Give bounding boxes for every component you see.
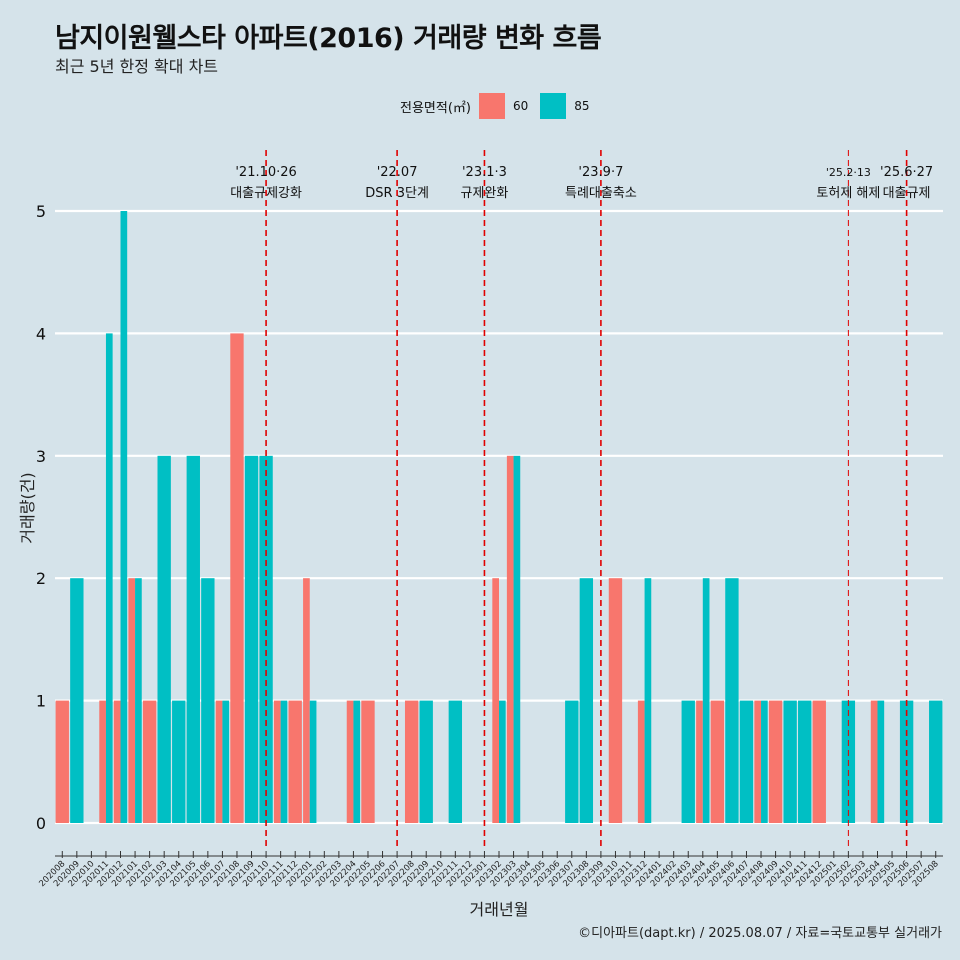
chart-title: 남지이원웰스타 아파트(2016) 거래량 변화 흐름 (55, 23, 602, 54)
event-label: DSR 3단계 (365, 186, 429, 201)
bar-60 (361, 700, 375, 823)
bar-85 (70, 578, 84, 823)
bar-85 (499, 700, 506, 823)
bar-85 (259, 455, 273, 823)
bar-60 (230, 333, 244, 823)
bar-60 (55, 700, 69, 823)
bar-85 (172, 700, 186, 823)
bar-60 (303, 578, 310, 823)
bar-60 (506, 455, 514, 823)
bar-85 (222, 700, 230, 823)
bar-85 (579, 578, 594, 823)
y-tick-label: 5 (36, 202, 46, 221)
event-date: '25.6·27 (880, 165, 933, 180)
event-date: '23.1·3 (462, 165, 507, 180)
bar-85 (565, 700, 579, 823)
bar-85 (681, 700, 695, 823)
bar-60 (113, 700, 121, 823)
caption: ©디아파트(dapt.kr) / 2025.08.07 / 자료=국토교통부 실… (578, 926, 942, 941)
bar-85 (644, 578, 652, 823)
bar-85 (739, 700, 754, 823)
bar-85 (783, 700, 797, 823)
bar-85 (244, 455, 259, 823)
bar-85 (725, 578, 739, 823)
bar-60 (99, 700, 106, 823)
bar-85 (309, 700, 317, 823)
bar-60 (870, 700, 878, 823)
bar-85 (702, 578, 710, 823)
bar-85 (761, 700, 768, 823)
bar-85 (877, 700, 885, 823)
bar-85 (929, 700, 943, 823)
bar-60 (492, 578, 499, 823)
bar-60 (346, 700, 354, 823)
bar-60 (142, 700, 157, 823)
bar-60 (273, 700, 281, 823)
legend-label-85: 85 (574, 99, 590, 113)
event-label: 토허제 해제 (816, 186, 880, 201)
bar-60 (608, 578, 623, 823)
event-label: 대출규제 (883, 186, 931, 201)
y-axis-title: 거래량(건) (18, 472, 37, 543)
bar-60 (754, 700, 762, 823)
bar-60 (768, 700, 783, 823)
event-label: 특례대출축소 (565, 186, 637, 201)
y-tick-label: 1 (36, 692, 46, 711)
bar-60 (812, 700, 826, 823)
legend: 전용면적(㎡) 60 85 (400, 93, 602, 119)
bar-60 (128, 578, 136, 823)
bar-85 (798, 700, 812, 823)
event-date: '21.10·26 (235, 165, 296, 180)
event-date: '23.9·7 (578, 165, 623, 180)
bar-85 (186, 455, 200, 823)
bar-85 (448, 700, 463, 823)
chart-subtitle: 최근 5년 한정 확대 차트 (55, 57, 219, 76)
y-tick-label: 3 (36, 447, 46, 466)
bar-85 (120, 211, 128, 823)
legend-title: 전용면적(㎡) (400, 100, 471, 116)
bar-85 (105, 333, 113, 823)
bar-85 (280, 700, 288, 823)
y-tick-label: 0 (36, 814, 46, 833)
bar-85 (201, 578, 215, 823)
bar-60 (696, 700, 703, 823)
bar-85 (135, 578, 142, 823)
event-date: '25.2·13 (826, 166, 871, 179)
bar-85 (419, 700, 433, 823)
x-axis-title: 거래년월 (470, 900, 529, 919)
y-tick-label: 2 (36, 569, 46, 588)
event-label: 규제완화 (461, 186, 509, 201)
bar-60 (710, 700, 725, 823)
event-date: '22.07 (377, 165, 418, 180)
bar-85 (513, 455, 521, 823)
legend-key-60 (478, 93, 505, 119)
bar-60 (404, 700, 419, 823)
legend-key-85 (540, 93, 567, 119)
bar-60 (637, 700, 645, 823)
y-tick-label: 4 (36, 324, 46, 343)
bar-85 (353, 700, 361, 823)
event-label: 대출규제강화 (230, 186, 302, 201)
bar-60 (215, 700, 223, 823)
bar-60 (288, 700, 302, 823)
legend-label-60: 60 (512, 99, 529, 113)
bar-85 (157, 455, 171, 823)
